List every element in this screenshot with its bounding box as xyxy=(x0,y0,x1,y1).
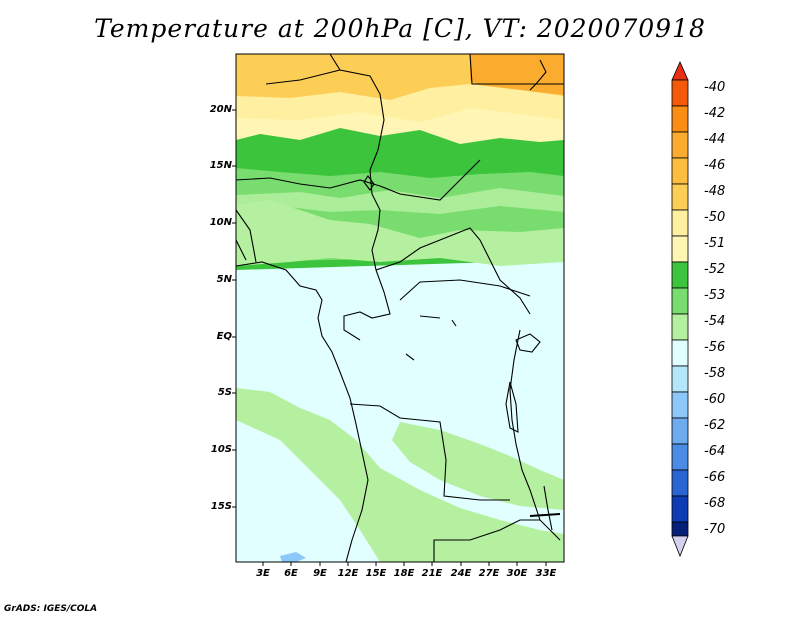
border-north-south xyxy=(329,54,385,271)
field-minus54-streak xyxy=(236,188,564,214)
colorbar-swatch xyxy=(671,131,689,159)
border-south xyxy=(433,519,540,562)
lat-label: 15N xyxy=(209,160,232,171)
colorbar-swatch xyxy=(671,79,689,107)
border-car-drc xyxy=(399,279,531,301)
lat-label: 15S xyxy=(210,501,232,512)
lat-label: 10S xyxy=(210,444,232,455)
field-minus58-spot xyxy=(280,552,306,562)
colorbar-swatch xyxy=(671,313,689,341)
lat-label: 20N xyxy=(209,104,232,115)
colorbar-swatch xyxy=(671,157,689,185)
lake-victoria xyxy=(515,333,541,353)
colorbar-label: -51 xyxy=(704,236,726,251)
colorbar-swatch xyxy=(671,287,689,315)
lon-label: 30E xyxy=(506,568,528,579)
red-sea-coast xyxy=(529,59,547,91)
lat-label: 5N xyxy=(216,274,232,285)
coastlines-borders xyxy=(236,54,564,562)
colorbar-swatch xyxy=(671,521,689,537)
colorbar-swatch xyxy=(671,469,689,497)
border-angola-zambia xyxy=(349,403,510,501)
colorbar-label: -56 xyxy=(704,340,726,355)
colorbar-label: -53 xyxy=(704,288,726,303)
colorbar-swatch xyxy=(671,209,689,237)
colorbar-label: -54 xyxy=(704,314,726,329)
colorbar-label: -64 xyxy=(704,444,726,459)
lake-tanganyika xyxy=(505,381,519,433)
colorbar xyxy=(671,61,689,558)
colorbar-label: -48 xyxy=(704,184,726,199)
lon-label: 18E xyxy=(393,568,415,579)
lon-label: 9E xyxy=(313,568,327,579)
map-title: Temperature at 200hPa [C], VT: 202007091… xyxy=(94,14,706,43)
lon-label: 6E xyxy=(284,568,298,579)
lon-label: 27E xyxy=(478,568,500,579)
colorbar-label: -70 xyxy=(704,522,726,537)
colorbar-swatch xyxy=(671,235,689,263)
river-segments xyxy=(405,315,457,361)
colorbar-label: -50 xyxy=(704,210,726,225)
lat-label: EQ xyxy=(216,331,232,342)
atlantic-coastline xyxy=(236,261,369,562)
colorbar-label: -68 xyxy=(704,496,726,511)
border-central-north xyxy=(375,227,531,315)
field-minus56-gap2 xyxy=(236,482,370,562)
colorbar-top-arrow xyxy=(671,61,689,81)
map-frame xyxy=(235,53,565,563)
lon-label: 24E xyxy=(450,568,472,579)
colorbar-label: -52 xyxy=(704,262,726,277)
border-north-east xyxy=(469,54,564,85)
border-north-west xyxy=(265,69,341,85)
lon-label: 21E xyxy=(421,568,443,579)
lake-malawi xyxy=(543,485,553,531)
sahel-border xyxy=(236,159,481,201)
colorbar-label: -40 xyxy=(704,80,726,95)
border-central-west xyxy=(343,269,391,341)
colorbar-swatch xyxy=(671,391,689,419)
colorbar-swatch xyxy=(671,495,689,523)
kariba-line xyxy=(529,513,561,517)
footer-credit: GrADS: IGES/COLA xyxy=(4,604,98,614)
axis-ticks xyxy=(232,109,547,566)
field-minus46 xyxy=(470,54,564,95)
colorbar-label: -66 xyxy=(704,470,726,485)
colorbar-swatch xyxy=(671,339,689,367)
colorbar-label: -62 xyxy=(704,418,726,433)
colorbar-swatch xyxy=(671,443,689,471)
colorbar-label: -46 xyxy=(704,158,726,173)
lake-chad xyxy=(363,175,375,191)
colorbar-label: -58 xyxy=(704,366,726,381)
colorbar-swatch xyxy=(671,365,689,393)
field-minus54-upper xyxy=(236,200,564,266)
lon-label: 15E xyxy=(365,568,387,579)
colorbar-label: -42 xyxy=(704,106,726,121)
colorbar-swatch xyxy=(671,105,689,133)
colorbar-label: -44 xyxy=(704,132,726,147)
lat-label: 5S xyxy=(217,387,232,398)
lon-label: 12E xyxy=(337,568,359,579)
colorbar-label: -60 xyxy=(704,392,726,407)
colorbar-bottom-arrow xyxy=(671,535,689,558)
lat-label: 10N xyxy=(209,217,232,228)
border-west xyxy=(236,209,257,263)
lon-label: 33E xyxy=(535,568,557,579)
temperature-field xyxy=(236,54,564,562)
colorbar-swatch xyxy=(671,183,689,211)
field-minus54-east xyxy=(392,422,564,510)
colorbar-swatch xyxy=(671,417,689,445)
lon-label: 3E xyxy=(256,568,270,579)
border-great-lakes xyxy=(509,329,561,541)
colorbar-swatch xyxy=(671,261,689,289)
